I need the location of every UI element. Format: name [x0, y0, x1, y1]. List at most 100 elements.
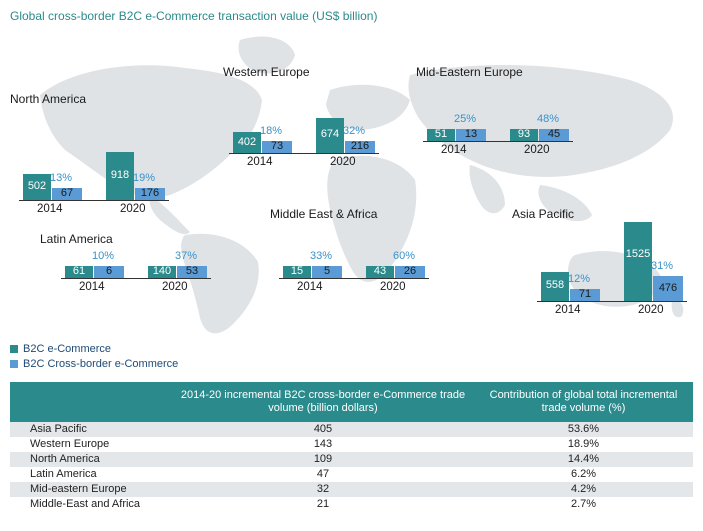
label-cross-border-mea-2014: 5: [323, 265, 331, 277]
table-cell-contribution: 4.2%: [474, 482, 693, 497]
bar-b2c-we-2020: [316, 117, 344, 153]
bar-b2c-na-2020: [106, 152, 134, 200]
baseline-na: [19, 200, 169, 201]
bar-b2c-ap-2020: [624, 221, 652, 301]
label-share-me-2020: 48%: [537, 113, 560, 125]
legend-swatch-b2c: [10, 344, 18, 353]
label-b2c-mea-2014: 15: [290, 265, 304, 277]
bar-b2c-ap-2014: [541, 271, 569, 301]
legend-label-cross-border: B2C Cross-border e-Commerce: [23, 357, 179, 370]
map-south-america: [181, 233, 259, 334]
table-cell-region: Mid-eastern Europe: [10, 482, 172, 497]
bar-cross-border-me-2014: [456, 129, 486, 141]
bar-cross-border-na-2014: [52, 188, 82, 200]
map-north-america: [40, 65, 262, 198]
map-central-america: [149, 195, 190, 235]
label-year-we-2020: 2020: [330, 156, 356, 168]
table-cell-volume: 21: [172, 497, 474, 512]
table-body: Asia Pacific 405 53.6% Western Europe 143 18.…: [10, 422, 693, 512]
label-year-ap-2020: 2020: [638, 304, 664, 316]
legend-swatch-cross-border: [10, 359, 18, 368]
table-row: North America 109 14.4%: [10, 452, 693, 467]
label-b2c-me-2020: 93: [517, 128, 531, 140]
baseline-mea: [279, 278, 429, 279]
table-cell-contribution: 6.2%: [474, 467, 693, 482]
bar-b2c-mea-2014: [283, 266, 311, 278]
label-share-na-2014: 13%: [50, 172, 73, 184]
label-share-la-2020: 37%: [175, 250, 198, 262]
table-cell-region: North America: [10, 452, 172, 467]
label-share-ap-2014: 12%: [568, 273, 591, 285]
label-cross-border-me-2020: 45: [547, 128, 561, 140]
baseline-we: [229, 153, 379, 154]
region-title-ap: Asia Pacific: [512, 207, 575, 221]
bar-b2c-na-2014: [23, 173, 51, 200]
label-cross-border-mea-2020: 26: [403, 265, 417, 277]
label-cross-border-ap-2014: 71: [578, 288, 592, 300]
label-cross-border-we-2014: 73: [270, 140, 284, 152]
bar-cross-border-la-2014: [94, 266, 124, 278]
legend-item-cross-border: B2C Cross-border e-Commerce: [10, 356, 178, 371]
legend-item-b2c: B2C e-Commerce: [10, 341, 178, 356]
table-header-row: 2014-20 incremental B2C cross-border e-C…: [10, 382, 693, 422]
label-cross-border-la-2014: 6: [105, 265, 113, 277]
label-b2c-ap-2014: 558: [545, 279, 565, 292]
label-year-na-2014: 2014: [37, 203, 63, 215]
label-share-mea-2020: 60%: [393, 250, 416, 262]
bar-b2c-mea-2020: [366, 266, 394, 278]
bar-cross-border-ap-2014: [570, 289, 600, 301]
label-b2c-me-2014: 51: [434, 128, 448, 140]
label-b2c-la-2014: 61: [72, 265, 86, 277]
table-cell-volume: 405: [172, 422, 474, 437]
table-cell-contribution: 53.6%: [474, 422, 693, 437]
bar-cross-border-me-2020: [539, 129, 569, 141]
label-share-na-2020: 19%: [133, 172, 156, 184]
label-share-we-2020: 32%: [343, 125, 366, 137]
label-b2c-la-2020: 140: [152, 265, 172, 277]
label-cross-border-ap-2020: 476: [658, 281, 678, 294]
label-year-ap-2014: 2014: [555, 304, 581, 316]
label-share-ap-2020: 31%: [651, 260, 674, 273]
baseline-la: [61, 278, 211, 279]
label-share-we-2014: 18%: [260, 125, 283, 137]
chart-title: Global cross-border B2C e-Commerce trans…: [10, 9, 378, 23]
label-b2c-we-2014: 402: [237, 135, 257, 148]
legend: B2C e-Commerce B2C Cross-border e-Commer…: [10, 341, 178, 371]
label-b2c-mea-2020: 43: [373, 265, 387, 277]
label-share-mea-2014: 33%: [310, 250, 333, 262]
bar-cross-border-we-2020: [345, 141, 375, 153]
label-year-me-2020: 2020: [524, 144, 550, 156]
region-title-me: Mid-Eastern Europe: [416, 65, 523, 79]
table-cell-contribution: 14.4%: [474, 452, 693, 467]
table-header-volume: 2014-20 incremental B2C cross-border e-C…: [172, 382, 474, 422]
table-cell-region: Western Europe: [10, 437, 172, 452]
baseline-ap: [537, 301, 687, 302]
label-cross-border-we-2020: 216: [350, 140, 370, 152]
label-year-we-2014: 2014: [247, 156, 273, 168]
bar-cross-border-na-2020: [135, 188, 165, 200]
table-cell-region: Middle-East and Africa: [10, 497, 172, 512]
table-row: Asia Pacific 405 53.6%: [10, 422, 693, 437]
label-b2c-na-2014: 502: [27, 179, 47, 192]
map-new-zealand: [671, 299, 684, 318]
table-cell-contribution: 2.7%: [474, 497, 693, 512]
region-title-mea: Middle East & Africa: [270, 207, 378, 221]
map-southeast-asia: [538, 185, 592, 222]
world-map-background: [40, 36, 684, 334]
label-year-mea-2014: 2014: [297, 281, 323, 293]
bar-cross-border-we-2014: [262, 141, 292, 153]
label-year-me-2014: 2014: [441, 144, 467, 156]
table-cell-volume: 47: [172, 467, 474, 482]
label-year-mea-2020: 2020: [380, 281, 406, 293]
label-year-la-2014: 2014: [79, 281, 105, 293]
label-cross-border-na-2020: 176: [140, 187, 160, 199]
bar-b2c-me-2020: [510, 129, 538, 141]
label-cross-border-na-2014: 67: [60, 187, 74, 199]
table-cell-region: Asia Pacific: [10, 422, 172, 437]
map-asia: [408, 64, 674, 177]
bar-b2c-we-2014: [233, 132, 261, 153]
bar-cross-border-la-2020: [177, 266, 207, 278]
bar-b2c-me-2014: [427, 129, 455, 141]
label-year-la-2020: 2020: [162, 281, 188, 293]
label-share-la-2014: 10%: [92, 250, 115, 262]
